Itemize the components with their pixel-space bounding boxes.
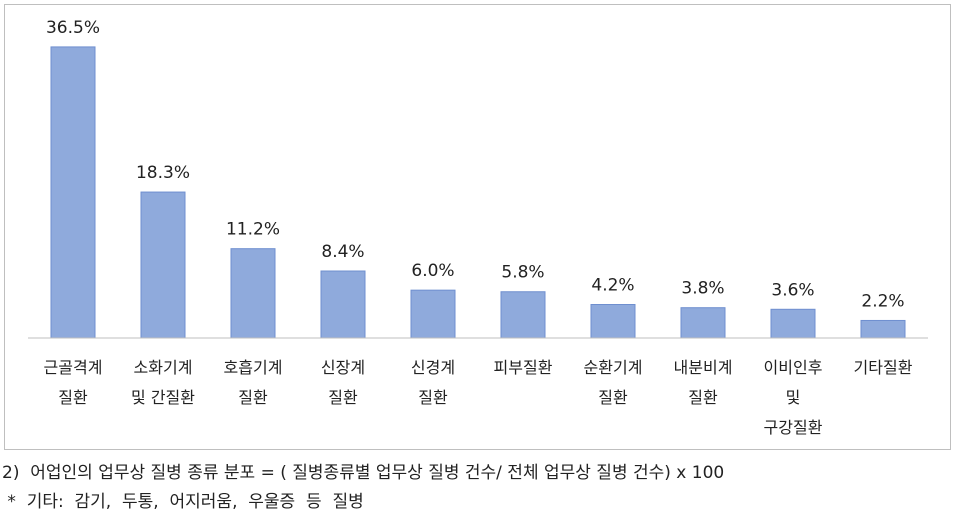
value-label: 4.2% (591, 276, 634, 296)
value-label: 8.4% (321, 242, 364, 262)
bar (50, 46, 96, 339)
x-tick-label: 순환기계 질환 (583, 358, 643, 407)
bar (410, 289, 456, 339)
x-tick-label: 근골격계 질환 (43, 358, 103, 407)
value-label: 3.8% (681, 279, 724, 299)
value-label: 3.6% (771, 280, 814, 300)
x-tick-label: 피부질환 (493, 358, 553, 377)
x-tick-label: 신경계 질환 (410, 358, 456, 407)
footnote: * 기타: 감기, 두통, 어지러움, 우울증 등 질병 (2, 492, 364, 512)
value-label: 2.2% (861, 291, 904, 311)
bar (320, 270, 366, 339)
chart-frame (4, 4, 951, 450)
value-label: 6.0% (411, 261, 454, 281)
bar (590, 304, 636, 339)
bar (500, 291, 546, 339)
bar (860, 319, 906, 339)
x-tick-label: 호흡기계 질환 (223, 358, 283, 407)
value-label: 5.8% (501, 263, 544, 283)
bar (140, 191, 186, 339)
value-label: 36.5% (46, 18, 100, 38)
x-tick-label: 기타질환 (853, 358, 913, 377)
footnote: 2) 어업인의 업무상 질병 종류 분포 = ( 질병종류별 업무상 질병 건수… (2, 463, 725, 483)
bar (680, 307, 726, 339)
x-tick-label: 내분비계 질환 (673, 358, 733, 407)
value-label: 11.2% (226, 220, 280, 240)
bar (230, 248, 276, 339)
value-label: 18.3% (136, 163, 190, 183)
x-tick-label: 소화기계 및 간질환 (131, 358, 195, 407)
x-tick-label: 신장계 질환 (320, 358, 366, 407)
x-tick-label: 이비인후 및 구강질환 (763, 358, 823, 437)
bar (770, 308, 816, 339)
